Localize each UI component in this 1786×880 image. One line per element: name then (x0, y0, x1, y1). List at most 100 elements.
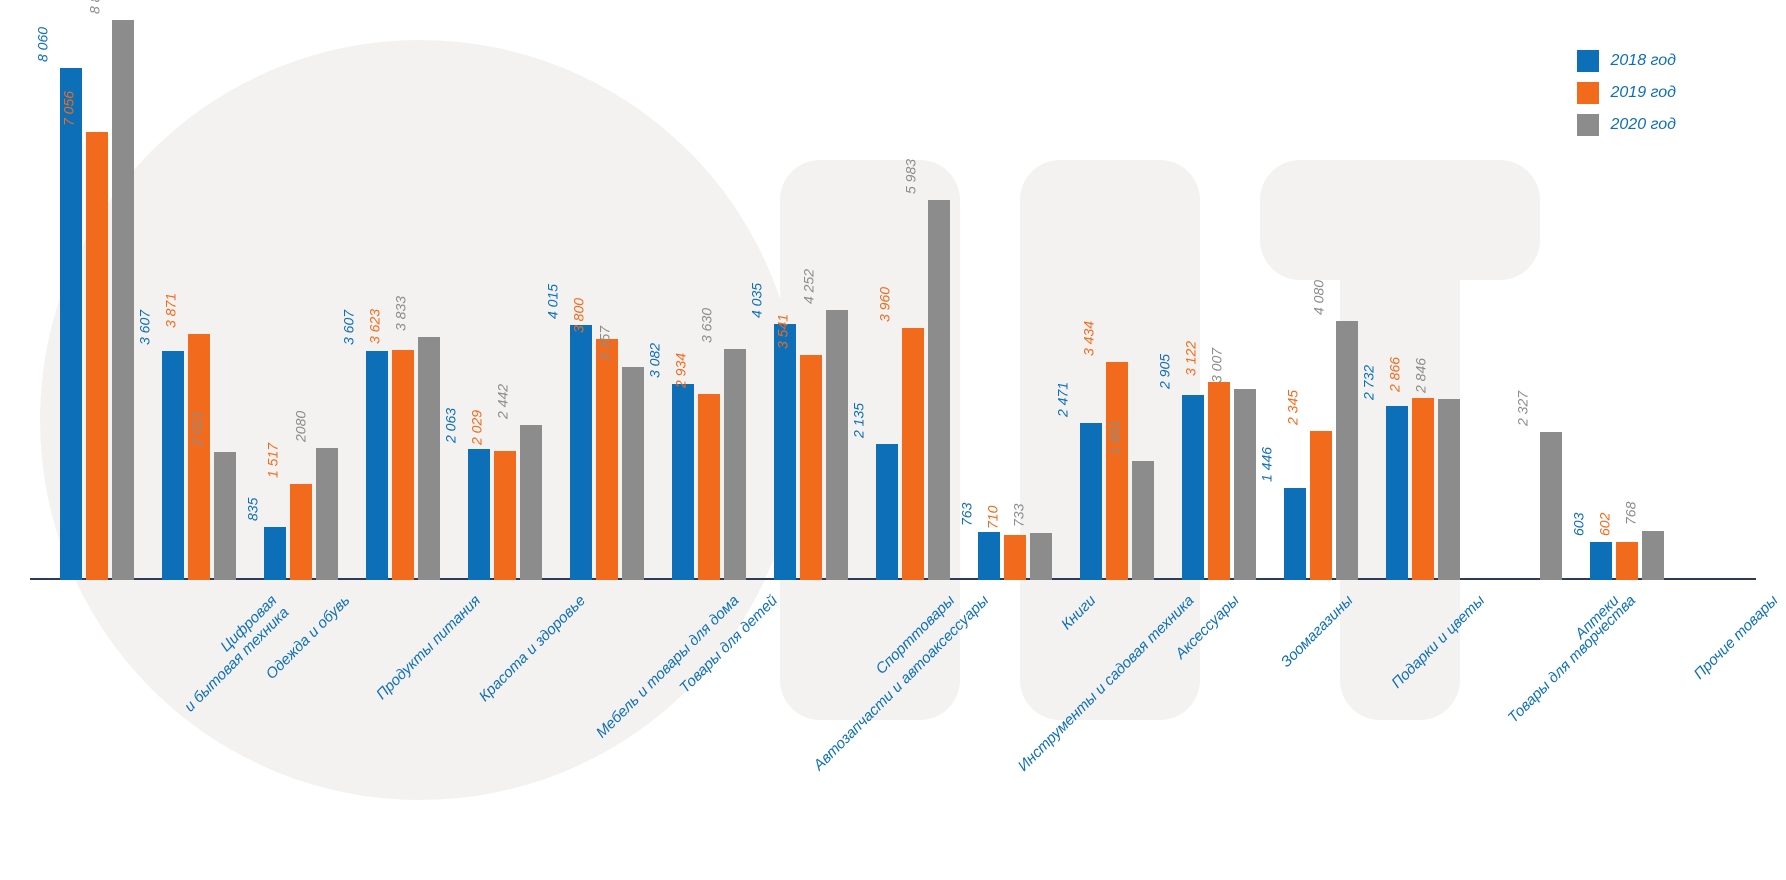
legend-item: 2020 год (1577, 114, 1677, 136)
plot-area: 8 0607 0568 8173 6073 8712 0218351 51720… (30, 20, 1756, 580)
bar-y2019: 2 866 (1412, 398, 1434, 580)
bar-group: 2 7322 8662 846 (1386, 398, 1460, 580)
bar-y2019: 3 800 (596, 339, 618, 580)
category-label: Товары для творчества (1505, 592, 1639, 726)
bar-value-label: 2 471 (1054, 382, 1070, 423)
bar-value-label: 1 446 (1258, 447, 1274, 488)
category-label-line1: Зоомагазины (1278, 592, 1357, 671)
bar-value-label: 2 866 (1386, 357, 1402, 398)
bar-y2020: 768 (1642, 531, 1664, 580)
bar-y2018: 3 082 (672, 384, 694, 580)
bar-y2019: 2 934 (698, 394, 720, 580)
bar-value-label: 3 007 (1208, 348, 1224, 389)
bar-value-label: 768 (1622, 502, 1638, 531)
bar-y2018: 2 732 (1386, 406, 1408, 580)
bar-y2019: 1 517 (290, 484, 312, 580)
legend-swatch (1577, 82, 1599, 104)
bar-value-label: 3 800 (570, 298, 586, 339)
bar-group: 603602768 (1590, 531, 1664, 580)
bar-y2019: 3 434 (1106, 362, 1128, 580)
bar-y2020: 1 881 (1132, 461, 1154, 580)
bar-value-label: 733 (1010, 504, 1026, 533)
bar-y2020: 8 817 (112, 20, 134, 580)
bar-value-label: 763 (958, 503, 974, 532)
category-label: Книги (1058, 592, 1099, 633)
bar-y2020: 4 080 (1336, 321, 1358, 580)
bar-value-label: 3 630 (698, 308, 714, 349)
bar-group: 763710733 (978, 532, 1052, 580)
category-label: Продукты питания (373, 592, 484, 703)
bar-value-label: 2 021 (188, 411, 204, 452)
bar-value-label: 2 029 (468, 410, 484, 451)
bar-group: 3 0822 9343 630 (672, 349, 746, 580)
bar-group: 3 6073 8712 021 (162, 334, 236, 580)
bar-group: 4 0153 8003 357 (570, 325, 644, 580)
bar-value-label: 2 934 (672, 353, 688, 394)
bar-value-label: 3 607 (340, 310, 356, 351)
bar-y2019: 602 (1616, 542, 1638, 580)
legend-item: 2018 год (1577, 50, 1677, 72)
bar-value-label: 2 345 (1284, 390, 1300, 431)
bar-group: 2 327 (1488, 432, 1562, 580)
bar-group: 2 9053 1223 007 (1182, 382, 1256, 580)
bar-value-label: 3 607 (136, 310, 152, 351)
bar-y2020: 5 983 (928, 200, 950, 580)
bar-group: 8 0607 0568 817 (60, 20, 134, 580)
bar-value-label: 2 732 (1360, 365, 1376, 406)
bar-y2020: 3 833 (418, 337, 440, 580)
legend-label: 2020 год (1611, 116, 1677, 134)
category-label-line1: Инструменты и садовая техника (1015, 592, 1198, 775)
bar-y2018: 1 446 (1284, 488, 1306, 580)
bar-value-label: 7 056 (60, 91, 76, 132)
category-label-line1: Подарки и цветы (1388, 592, 1488, 692)
bar-value-label: 5 983 (902, 159, 918, 200)
bar-group: 2 1353 9605 983 (876, 200, 950, 580)
category-label: Автозапчасти и автоаксессуары (810, 592, 992, 774)
bar-y2018: 4 015 (570, 325, 592, 580)
bar-value-label: 3 871 (162, 293, 178, 334)
bar-value-label: 603 (1570, 513, 1586, 542)
bar-value-label: 2 135 (850, 403, 866, 444)
bar-y2019: 2 345 (1310, 431, 1332, 580)
bar-value-label: 2 063 (442, 408, 458, 449)
bar-y2018: 3 607 (162, 351, 184, 580)
bar-value-label: 4 252 (800, 269, 816, 310)
bar-value-label: 1 881 (1106, 420, 1122, 461)
bar-value-label: 1 517 (264, 443, 280, 484)
bar-y2018: 2 905 (1182, 395, 1204, 580)
bar-group: 8351 5172080 (264, 448, 338, 580)
bar-y2018: 603 (1590, 542, 1612, 580)
bar-value-label: 4 080 (1310, 280, 1326, 321)
category-label-line1: Автозапчасти и автоаксессуары (810, 592, 992, 774)
bar-value-label: 8 060 (34, 27, 50, 68)
bar-value-label: 602 (1596, 513, 1612, 542)
bar-value-label: 4 035 (748, 283, 764, 324)
legend-label: 2019 год (1611, 84, 1677, 102)
bar-value-label: 3 357 (596, 326, 612, 367)
bar-y2020: 3 630 (724, 349, 746, 580)
bar-y2020: 2 846 (1438, 399, 1460, 580)
bar-group: 2 4713 4341 881 (1080, 362, 1154, 580)
bar-value-label: 2 442 (494, 384, 510, 425)
bar-y2018: 2 063 (468, 449, 490, 580)
bar-y2019: 3 960 (902, 328, 924, 580)
category-label-line1: Книги (1058, 592, 1099, 633)
category-label: Прочие товары (1691, 592, 1782, 683)
legend-label: 2018 год (1611, 52, 1677, 70)
legend-item: 2019 год (1577, 82, 1677, 104)
bar-y2020: 4 252 (826, 310, 848, 580)
bar-y2018: 4 035 (774, 324, 796, 580)
bar-y2018: 8 060 (60, 68, 82, 580)
bar-value-label: 3 623 (366, 309, 382, 350)
bar-y2019: 3 541 (800, 355, 822, 580)
legend-swatch (1577, 114, 1599, 136)
bar-group: 1 4462 3454 080 (1284, 321, 1358, 580)
bar-y2019: 7 056 (86, 132, 108, 580)
bar-value-label: 3 541 (774, 314, 790, 355)
bar-y2020: 2 442 (520, 425, 542, 580)
bar-value-label: 3 082 (646, 343, 662, 384)
bar-value-label: 2 327 (1514, 391, 1530, 432)
bar-y2019: 2 029 (494, 451, 516, 580)
bar-value-label: 3 434 (1080, 321, 1096, 362)
bar-y2020: 3 007 (1234, 389, 1256, 580)
